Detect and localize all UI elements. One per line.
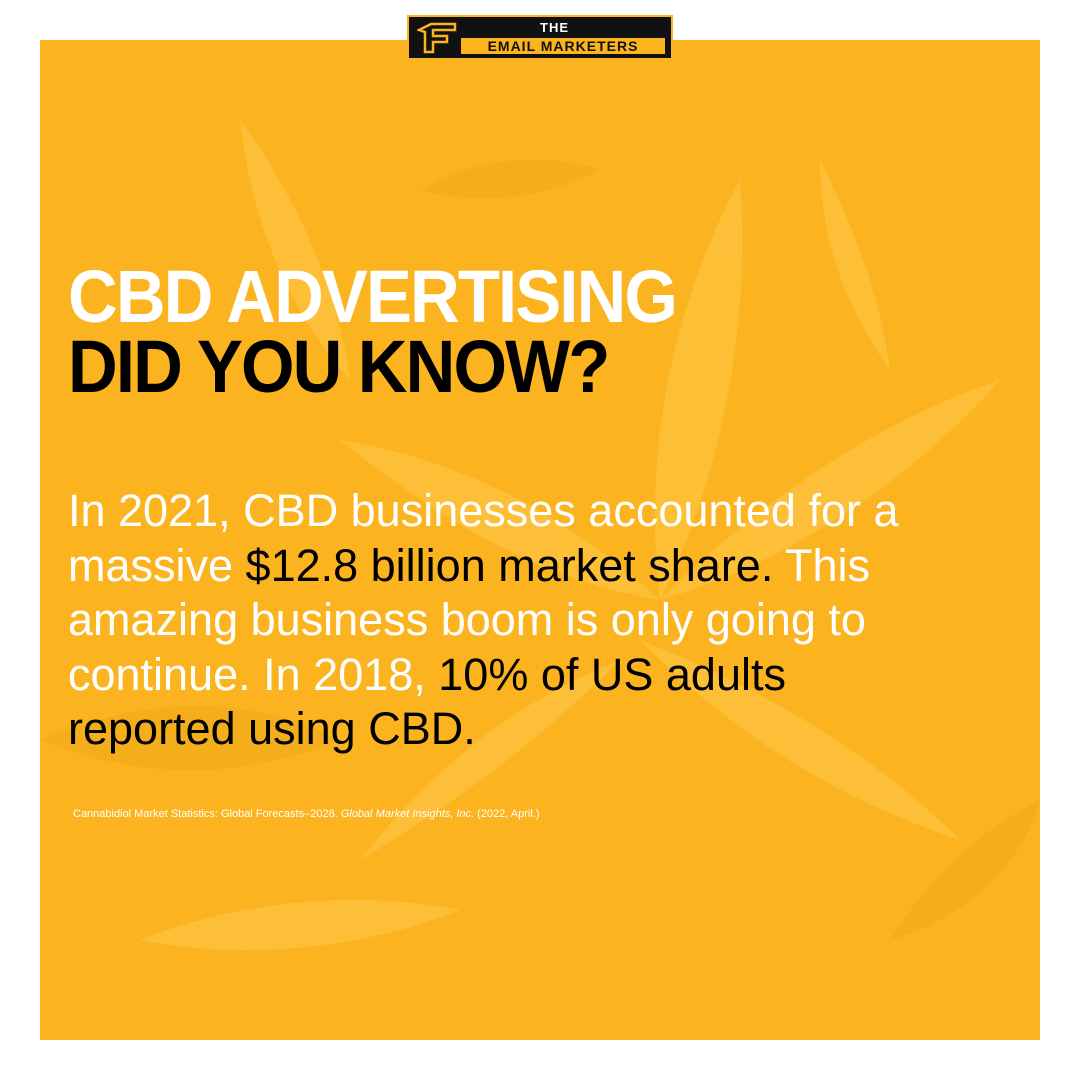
body-segment: In 2021, CBD businesses accounted for a (68, 485, 899, 536)
body-segment: $12.8 billion market share. (245, 539, 774, 591)
citation: Cannabidiol Market Statistics: Global Fo… (73, 808, 540, 820)
body-segment: massive (68, 539, 246, 591)
body-line: In 2021, CBD businesses accounted for a (68, 484, 899, 539)
body-segment: continue. In 2018, (68, 648, 426, 700)
body-line: continue. In 2018, 10% of US adults (68, 648, 899, 703)
body-segment: amazing business boom is only going to (68, 594, 866, 645)
citation-title: Cannabidiol Market Statistics: Global Fo… (73, 808, 338, 820)
body-line: massive $12.8 billion market share. This (68, 539, 899, 594)
body-line: amazing business boom is only going to (68, 593, 899, 648)
body-segment: This (773, 539, 871, 591)
panel (40, 40, 1040, 1040)
logo-text: THE (540, 20, 569, 35)
logo: THE EMAIL MARKETERS (407, 15, 673, 60)
headline: CBD ADVERTISING (68, 255, 678, 338)
citation-source: Global Market Insights, Inc. (340, 808, 475, 820)
body-segment: reported using CBD. (68, 703, 476, 754)
body-line: reported using CBD. (68, 702, 899, 757)
logo-icon (417, 22, 457, 54)
logo-text: EMAIL MARKETERS (461, 38, 665, 54)
leaf-background (40, 120, 1040, 950)
citation-date: (2022, April.) (477, 808, 540, 820)
headline: DID YOU KNOW? (68, 325, 610, 408)
body-segment: 10% of US adults (425, 648, 786, 700)
